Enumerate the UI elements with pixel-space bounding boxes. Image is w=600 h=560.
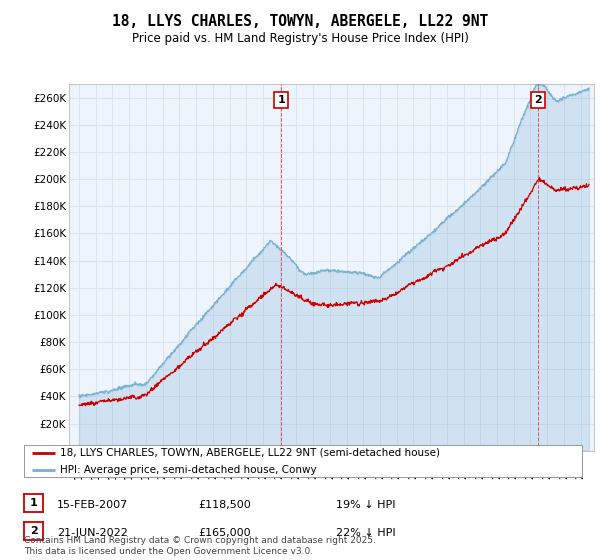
Text: £118,500: £118,500: [198, 500, 251, 510]
Text: 18, LLYS CHARLES, TOWYN, ABERGELE, LL22 9NT (semi-detached house): 18, LLYS CHARLES, TOWYN, ABERGELE, LL22 …: [60, 448, 440, 458]
Text: HPI: Average price, semi-detached house, Conwy: HPI: Average price, semi-detached house,…: [60, 465, 317, 475]
Text: £165,000: £165,000: [198, 528, 251, 538]
Text: 15-FEB-2007: 15-FEB-2007: [57, 500, 128, 510]
Text: 21-JUN-2022: 21-JUN-2022: [57, 528, 128, 538]
Text: Price paid vs. HM Land Registry's House Price Index (HPI): Price paid vs. HM Land Registry's House …: [131, 32, 469, 45]
Text: 2: 2: [535, 95, 542, 105]
Text: 1: 1: [30, 498, 37, 508]
Text: Contains HM Land Registry data © Crown copyright and database right 2025.
This d: Contains HM Land Registry data © Crown c…: [24, 536, 376, 556]
Text: 19% ↓ HPI: 19% ↓ HPI: [336, 500, 395, 510]
Text: 22% ↓ HPI: 22% ↓ HPI: [336, 528, 395, 538]
Text: 2: 2: [30, 526, 37, 536]
Text: 1: 1: [278, 95, 286, 105]
Text: 18, LLYS CHARLES, TOWYN, ABERGELE, LL22 9NT: 18, LLYS CHARLES, TOWYN, ABERGELE, LL22 …: [112, 14, 488, 29]
